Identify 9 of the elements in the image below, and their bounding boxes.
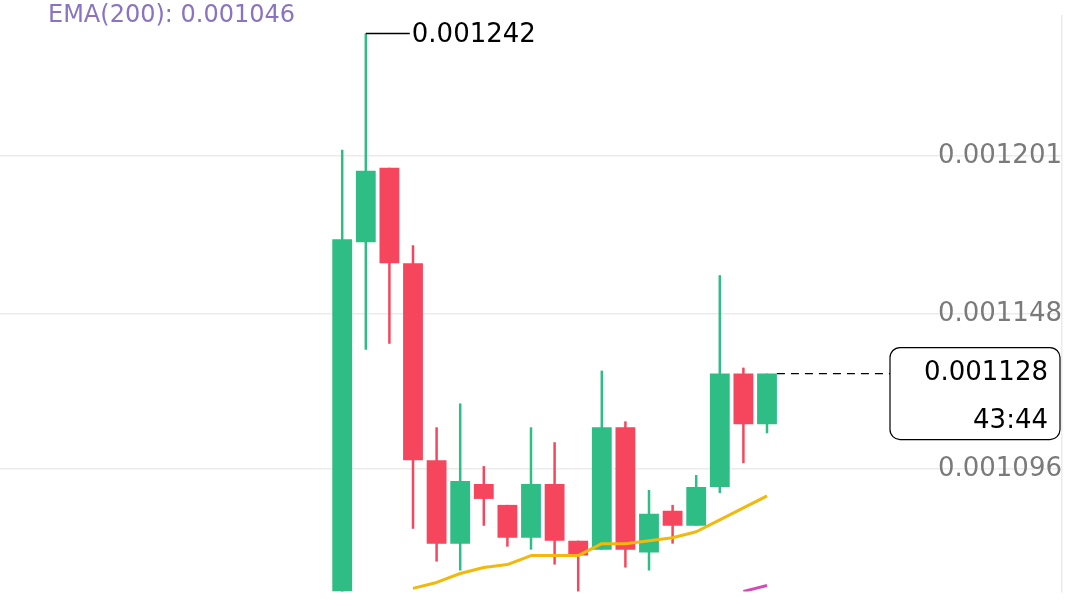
candlestick [473,464,494,528]
ref-line-label: 0.001128 [923,356,1048,387]
y-tick-label: 0.001148 [937,296,1062,327]
annotation: EMA(200): 0.001046 [48,0,296,29]
annotation: 0.001242 [411,18,536,49]
y-tick-label: 0.001096 [937,451,1062,482]
annotation: 43:44 [973,404,1048,435]
candlestick [662,503,683,545]
y-tick-label: 0.001201 [937,138,1062,169]
